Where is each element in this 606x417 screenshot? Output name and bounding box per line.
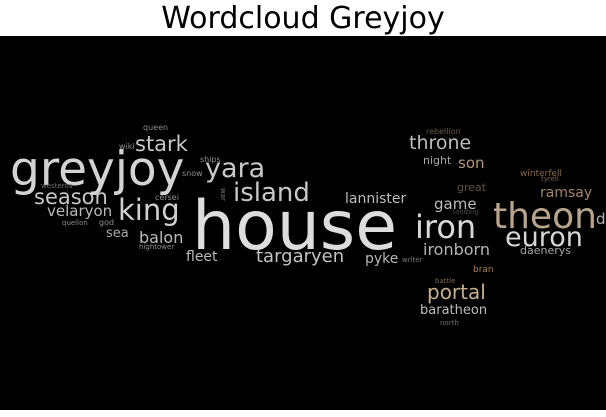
word-cersei: cersei — [155, 193, 179, 202]
word-game: game — [434, 195, 477, 213]
word-daenerys: daenerys — [520, 244, 571, 257]
word-landing: landing — [453, 208, 479, 216]
word-ships: ships — [200, 155, 221, 164]
word-wiki: wiki — [119, 142, 135, 151]
word-ironborn: ironborn — [423, 240, 490, 259]
word-lannister: lannister — [345, 191, 407, 207]
word-writer: writer — [402, 256, 423, 264]
word-son: son — [458, 154, 485, 172]
word-greyjoy: greyjoy — [10, 142, 185, 197]
word-king: king — [118, 193, 180, 227]
word-throne: throne — [409, 132, 472, 154]
word-balon: balon — [139, 228, 184, 247]
word-fleet: fleet — [186, 249, 218, 265]
word-ramsay: ramsay — [540, 185, 593, 201]
word-winterfell: winterfell — [520, 169, 563, 179]
word-baratheon: baratheon — [420, 303, 488, 318]
wordcloud-canvas: house greyjoy theon iron euron yara king… — [0, 36, 606, 410]
word-euron: euron — [505, 222, 583, 253]
word-pyke: pyke — [365, 251, 399, 267]
word-stark: stark — [135, 132, 188, 156]
word-island: island — [233, 178, 310, 208]
word-yara: yara — [205, 153, 266, 184]
word-hightower: hightower — [139, 243, 175, 251]
word-war: war — [219, 188, 227, 201]
word-quellon: quellon — [62, 219, 88, 227]
word-theon: theon — [493, 196, 597, 237]
word-iron: iron — [415, 208, 477, 246]
word-great: great — [457, 181, 487, 194]
word-battle: battle — [435, 277, 456, 285]
word-north: north — [440, 319, 459, 327]
word-sea: sea — [106, 226, 129, 241]
word-queen: queen — [143, 123, 169, 132]
word-velaryon: velaryon — [47, 202, 113, 220]
word-bran: bran — [473, 265, 494, 275]
word-tyrell: tyrell — [541, 175, 559, 183]
word-portal: portal — [427, 280, 486, 304]
word-d: d — [596, 210, 606, 228]
word-season: season — [34, 185, 108, 209]
word-westeros: westeros — [41, 182, 73, 190]
word-targaryen: targaryen — [256, 246, 345, 267]
chart-title: Wordcloud Greyjoy — [161, 1, 445, 36]
word-house: house — [192, 187, 398, 266]
word-god: god — [99, 218, 115, 227]
word-night: night — [423, 154, 452, 167]
word-rebellion: rebellion — [426, 127, 461, 136]
word-snow: snow — [182, 169, 203, 178]
